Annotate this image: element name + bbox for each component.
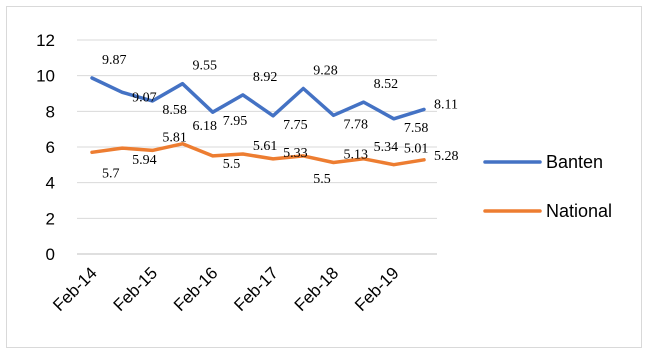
data-label: 5.81 xyxy=(162,130,187,145)
data-label: 8.92 xyxy=(253,70,278,85)
data-label: 5.7 xyxy=(102,166,120,181)
data-label: 5.34 xyxy=(374,140,399,155)
data-label: 5.5 xyxy=(313,172,331,187)
y-tick-label: 6 xyxy=(46,138,55,157)
data-label: 5.61 xyxy=(253,139,278,154)
x-axis-ticks: Feb-14 Feb-15 Feb-16 Feb-17 Feb-18 Feb-19 xyxy=(49,263,402,315)
y-tick-label: 12 xyxy=(36,31,55,50)
legend-label-banten: Banten xyxy=(546,152,603,172)
x-tick-label: Feb-18 xyxy=(291,263,343,315)
data-label: 8.52 xyxy=(374,77,399,92)
gridlines xyxy=(77,39,437,255)
series-line-banten xyxy=(90,76,426,121)
y-tick-label: 4 xyxy=(46,174,55,193)
data-label: 5.28 xyxy=(434,149,459,164)
x-tick-label: Feb-19 xyxy=(351,263,403,315)
data-label: 9.55 xyxy=(193,59,218,74)
y-tick-label: 8 xyxy=(46,102,55,121)
x-tick-label: Feb-14 xyxy=(49,263,101,315)
data-label: 5.01 xyxy=(404,142,429,157)
data-label: 5.94 xyxy=(132,153,157,168)
legend: Banten National xyxy=(483,152,612,221)
data-label: 6.18 xyxy=(193,119,218,134)
series-lines xyxy=(90,76,426,167)
y-tick-label: 0 xyxy=(46,245,55,264)
data-label: 5.13 xyxy=(343,148,368,163)
data-label: 9.07 xyxy=(132,90,157,105)
data-labels: 9.87 9.07 8.58 9.55 7.95 8.92 7.75 9.28 7.78 8.52… xyxy=(102,53,459,187)
data-label: 8.58 xyxy=(162,103,187,118)
y-tick-label: 2 xyxy=(46,209,55,228)
data-label: 9.28 xyxy=(313,64,338,79)
data-label: 5.33 xyxy=(283,146,308,161)
data-label: 8.11 xyxy=(434,97,458,112)
data-label: 7.78 xyxy=(343,117,368,132)
data-label: 7.58 xyxy=(404,121,429,136)
data-label: 5.5 xyxy=(223,157,241,172)
series-line-national xyxy=(90,142,426,167)
data-label: 9.87 xyxy=(102,53,127,68)
x-tick-label: Feb-15 xyxy=(110,263,162,315)
y-tick-label: 10 xyxy=(36,67,55,86)
data-label: 7.75 xyxy=(283,118,308,133)
data-label: 7.95 xyxy=(223,114,248,129)
x-tick-label: Feb-16 xyxy=(170,263,222,315)
legend-label-national: National xyxy=(546,201,612,221)
x-tick-label: Feb-17 xyxy=(230,263,282,315)
chart-frame xyxy=(6,6,642,348)
y-axis-ticks: 0 2 4 6 8 10 12 xyxy=(36,31,55,264)
